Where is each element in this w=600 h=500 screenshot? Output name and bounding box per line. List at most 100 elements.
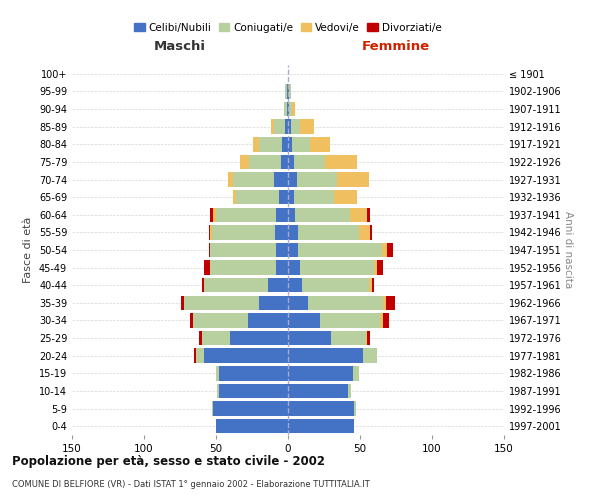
Bar bbox=[371, 278, 374, 292]
Bar bbox=[288, 296, 308, 310]
Bar bbox=[367, 208, 370, 222]
Bar bbox=[288, 260, 299, 275]
Bar bbox=[388, 243, 393, 257]
Bar bbox=[209, 243, 210, 257]
Text: Femmine: Femmine bbox=[362, 40, 430, 52]
Bar bbox=[288, 154, 294, 169]
Bar bbox=[308, 296, 383, 310]
Bar bbox=[380, 314, 383, 328]
Bar bbox=[354, 402, 356, 416]
Bar bbox=[289, 84, 291, 98]
Bar bbox=[233, 172, 274, 186]
Bar bbox=[298, 243, 382, 257]
Bar bbox=[271, 120, 274, 134]
Bar bbox=[227, 172, 233, 186]
Bar bbox=[199, 331, 202, 345]
Bar bbox=[295, 208, 350, 222]
Bar bbox=[359, 225, 370, 240]
Bar bbox=[288, 314, 320, 328]
Bar bbox=[248, 314, 288, 328]
Bar bbox=[236, 190, 280, 204]
Bar bbox=[194, 348, 196, 363]
Bar bbox=[277, 260, 288, 275]
Bar bbox=[302, 278, 368, 292]
Bar bbox=[291, 120, 299, 134]
Bar bbox=[259, 137, 282, 152]
Bar bbox=[196, 348, 205, 363]
Bar bbox=[277, 243, 288, 257]
Bar bbox=[193, 314, 248, 328]
Bar bbox=[210, 225, 212, 240]
Bar bbox=[349, 384, 352, 398]
Bar bbox=[202, 278, 205, 292]
Bar bbox=[216, 419, 288, 434]
Bar bbox=[280, 190, 288, 204]
Bar bbox=[268, 278, 288, 292]
Text: COMUNE DI BELFIORE (VR) - Dati ISTAT 1° gennaio 2002 - Elaborazione TUTTITALIA.I: COMUNE DI BELFIORE (VR) - Dati ISTAT 1° … bbox=[12, 480, 370, 489]
Bar bbox=[205, 278, 268, 292]
Bar bbox=[288, 190, 294, 204]
Bar bbox=[288, 102, 289, 117]
Bar bbox=[386, 296, 395, 310]
Bar bbox=[363, 348, 377, 363]
Bar bbox=[282, 137, 288, 152]
Bar bbox=[320, 314, 380, 328]
Bar bbox=[366, 331, 367, 345]
Bar bbox=[253, 137, 259, 152]
Text: Maschi: Maschi bbox=[154, 40, 206, 52]
Bar bbox=[181, 296, 184, 310]
Bar bbox=[210, 260, 277, 275]
Bar bbox=[288, 419, 354, 434]
Bar bbox=[370, 225, 371, 240]
Bar bbox=[213, 208, 216, 222]
Bar bbox=[285, 120, 288, 134]
Bar bbox=[212, 402, 213, 416]
Bar bbox=[382, 243, 388, 257]
Bar bbox=[292, 102, 295, 117]
Legend: Celibi/Nubili, Coniugati/e, Vedovi/e, Divorziati/e: Celibi/Nubili, Coniugati/e, Vedovi/e, Di… bbox=[130, 18, 446, 36]
Bar bbox=[216, 366, 219, 380]
Bar bbox=[202, 331, 230, 345]
Y-axis label: Anni di nascita: Anni di nascita bbox=[563, 212, 573, 288]
Bar bbox=[184, 296, 259, 310]
Bar bbox=[383, 314, 389, 328]
Bar bbox=[294, 190, 334, 204]
Bar bbox=[334, 190, 357, 204]
Bar bbox=[296, 172, 337, 186]
Bar bbox=[288, 402, 354, 416]
Bar bbox=[210, 243, 277, 257]
Bar bbox=[331, 331, 366, 345]
Bar bbox=[241, 154, 249, 169]
Bar bbox=[287, 102, 288, 117]
Bar bbox=[259, 296, 288, 310]
Bar bbox=[288, 348, 363, 363]
Y-axis label: Fasce di età: Fasce di età bbox=[23, 217, 33, 283]
Bar bbox=[212, 225, 275, 240]
Bar bbox=[213, 402, 288, 416]
Bar bbox=[219, 384, 288, 398]
Bar bbox=[285, 84, 287, 98]
Bar bbox=[383, 296, 386, 310]
Bar bbox=[216, 208, 277, 222]
Bar bbox=[210, 208, 213, 222]
Bar bbox=[205, 348, 288, 363]
Bar bbox=[288, 366, 353, 380]
Bar bbox=[219, 366, 288, 380]
Bar bbox=[377, 260, 383, 275]
Bar bbox=[288, 331, 331, 345]
Bar bbox=[350, 208, 367, 222]
Bar bbox=[288, 172, 296, 186]
Bar bbox=[275, 225, 288, 240]
Bar bbox=[288, 278, 302, 292]
Bar bbox=[277, 208, 288, 222]
Bar bbox=[299, 120, 314, 134]
Bar bbox=[233, 190, 236, 204]
Bar bbox=[353, 366, 359, 380]
Bar bbox=[284, 102, 287, 117]
Bar bbox=[310, 137, 330, 152]
Bar bbox=[205, 260, 210, 275]
Bar bbox=[299, 260, 374, 275]
Bar bbox=[288, 384, 349, 398]
Bar bbox=[288, 243, 298, 257]
Bar bbox=[274, 172, 288, 186]
